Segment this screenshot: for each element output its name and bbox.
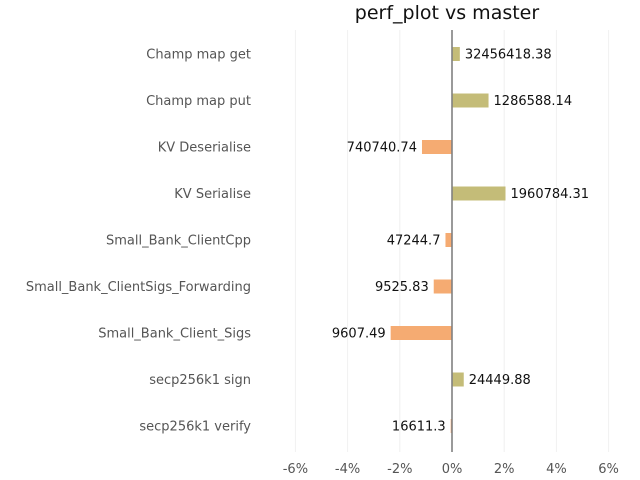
category-label: Champ map put	[146, 94, 251, 109]
category-label: KV Serialise	[174, 187, 251, 202]
bar	[433, 279, 452, 294]
value-labels: 32456418.38 1286588.14 740740.74 1960784.31…	[332, 48, 589, 435]
category-label: Small_Bank_ClientSigs_Forwarding	[26, 280, 251, 295]
x-tick-label: 4%	[546, 462, 567, 477]
category-labels: Champ map get Champ map put KV Deserialise…	[26, 48, 251, 435]
value-label: 32456418.38	[465, 48, 552, 63]
grid	[294, 30, 610, 452]
x-axis-ticks: -6% -4% -2% 0% 2% 4% 6%	[283, 462, 619, 477]
x-tick-label: -2%	[387, 462, 412, 477]
value-label: 9525.83	[375, 280, 429, 295]
chart-title: perf_plot vs master	[355, 2, 540, 24]
x-tick-label: 2%	[494, 462, 515, 477]
value-label: 1286588.14	[494, 94, 573, 109]
bar	[452, 93, 489, 108]
bar	[452, 47, 460, 61]
category-label: Small_Bank_ClientCpp	[106, 234, 251, 249]
bar	[421, 140, 452, 154]
x-tick-label: 0%	[442, 462, 463, 477]
category-label: Champ map get	[146, 48, 251, 63]
x-tick-label: -6%	[283, 462, 308, 477]
value-label: 47244.7	[387, 234, 441, 249]
category-label: KV Deserialise	[158, 141, 251, 156]
bar	[452, 372, 464, 387]
bar	[390, 326, 452, 340]
category-label: secp256k1 verify	[139, 420, 251, 435]
value-label: 740740.74	[347, 141, 417, 156]
category-label: Small_Bank_Client_Sigs	[98, 327, 251, 342]
bars	[390, 30, 506, 452]
bar	[445, 233, 452, 247]
value-label: 16611.3	[392, 420, 446, 435]
x-tick-label: -4%	[335, 462, 360, 477]
category-label: secp256k1 sign	[149, 373, 251, 388]
value-label: 24449.88	[469, 373, 531, 388]
value-label: 1960784.31	[511, 187, 590, 202]
x-tick-label: 6%	[598, 462, 619, 477]
value-label: 9607.49	[332, 327, 386, 342]
bar	[452, 186, 506, 201]
